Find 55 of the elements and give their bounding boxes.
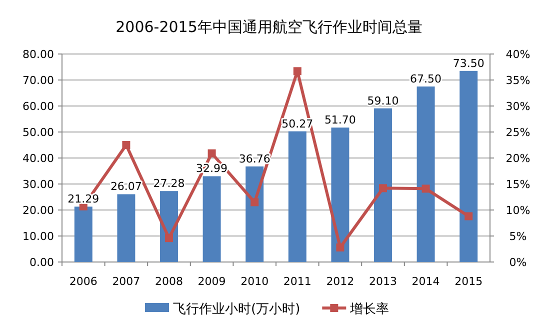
y2-tick-label: 15%	[506, 178, 530, 191]
y-tick-label: 0.00	[30, 256, 54, 269]
y-tick-label: 10.00	[22, 230, 54, 243]
y-tick-label: 40.00	[22, 152, 54, 165]
point	[208, 149, 216, 158]
x-tick-label: 2014	[412, 275, 440, 288]
x-tick-label: 2010	[240, 275, 269, 288]
bar	[460, 70, 478, 262]
y2-tick-label: 10%	[506, 204, 530, 217]
y2-tick-label: 0%	[509, 256, 527, 269]
point	[336, 243, 344, 252]
data-label: 27.28	[153, 177, 185, 190]
point	[379, 184, 387, 192]
bar	[374, 108, 392, 262]
bar	[74, 206, 92, 262]
x-tick-label: 2015	[454, 275, 483, 288]
bar	[246, 166, 264, 262]
data-label: 26.07	[110, 180, 142, 194]
bar	[117, 194, 136, 262]
y-tick-label: 20.00	[22, 204, 54, 217]
x-tick-label: 2008	[155, 275, 183, 288]
point	[250, 198, 259, 206]
data-label: 59.10	[367, 94, 399, 108]
data-label: 73.50	[452, 56, 484, 70]
data-label: 51.70	[324, 114, 356, 127]
point	[165, 234, 173, 242]
y-tick-label: 30.00	[22, 178, 54, 191]
x-tick-label: 2013	[369, 275, 397, 288]
y2-tick-label: 40%	[506, 48, 530, 61]
chart-title: 2006-2015年中国通用航空飞行作业时间总量	[116, 18, 422, 36]
y2-tick-label: 35%	[506, 74, 530, 87]
x-tick-label: 2006	[69, 275, 98, 288]
y2-tick-label: 30%	[506, 100, 530, 113]
point	[122, 141, 130, 149]
legend-label: 增长率	[349, 301, 390, 317]
legend-label: 飞行作业小时(万小时)	[173, 302, 300, 317]
y-tick-label: 50.00	[22, 126, 54, 139]
y-tick-label: 70.00	[22, 74, 54, 87]
x-tick-label: 2012	[326, 275, 354, 288]
bar	[202, 176, 221, 262]
x-tick-label: 2009	[198, 275, 226, 288]
y-tick-label: 60.00	[22, 100, 54, 113]
bar	[416, 86, 435, 262]
point	[464, 212, 473, 220]
y2-tick-label: 25%	[506, 126, 530, 139]
y-tick-label: 80.00	[22, 48, 54, 61]
point	[293, 67, 302, 76]
y2-tick-label: 20%	[506, 152, 530, 165]
bar	[331, 128, 350, 262]
x-tick-label: 2007	[112, 275, 140, 288]
y2-tick-label: 5%	[509, 230, 527, 243]
point	[422, 184, 430, 193]
bar	[288, 131, 306, 262]
data-label: 67.50	[410, 72, 442, 86]
x-tick-label: 2011	[283, 275, 312, 288]
